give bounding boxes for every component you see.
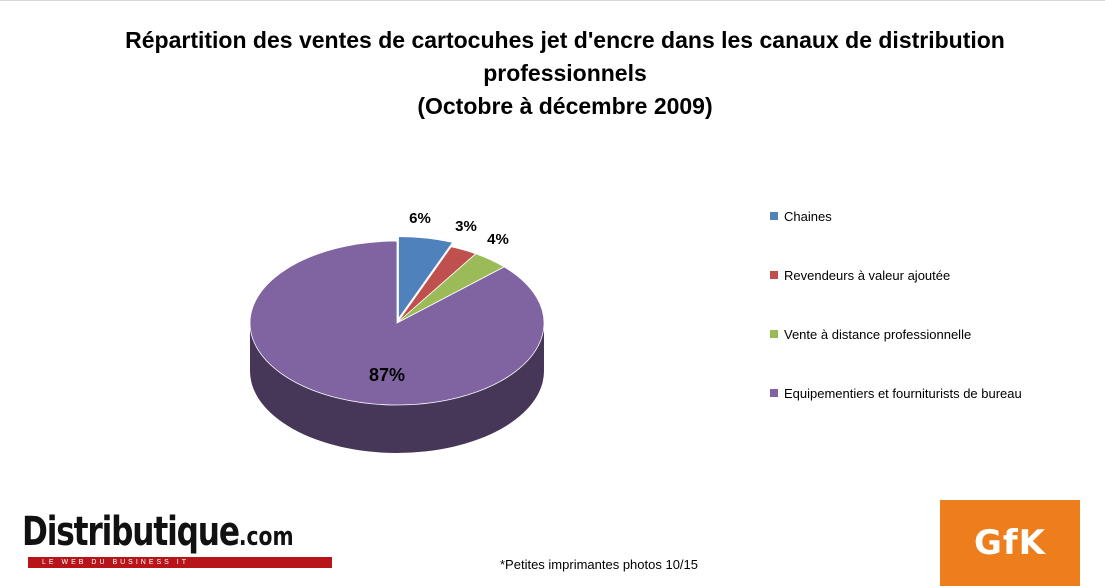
- distributique-logo: Distributique.com LE WEB DU BUSINESS IT: [22, 510, 340, 572]
- legend-label-1: Revendeurs à valeur ajoutée: [784, 267, 951, 283]
- footnote: *Petites imprimantes photos 10/15: [500, 557, 698, 572]
- legend-label-0: Chaines: [784, 208, 832, 224]
- pie-side-3: [250, 323, 544, 453]
- legend-swatch-3: [770, 389, 778, 397]
- legend-item-0: Chaines: [770, 208, 832, 224]
- data-label-2: 4%: [487, 231, 509, 248]
- legend-label-2: Vente à distance professionnelle: [784, 326, 972, 342]
- chart-title-line-2: professionnels: [483, 60, 647, 86]
- legend-label-3: Equipementiers et fourniturists de burea…: [784, 385, 1022, 401]
- data-label-0: 6%: [409, 210, 431, 227]
- pie-slice-0: [398, 236, 454, 320]
- top-border: [0, 0, 1105, 1]
- legend-item-1: Revendeurs à valeur ajoutée: [770, 267, 950, 283]
- data-label-1: 3%: [455, 218, 477, 235]
- pie-slice-3: [249, 240, 545, 406]
- chart-title-line-3: (Octobre à décembre 2009): [417, 93, 713, 119]
- legend-swatch-1: [770, 271, 778, 279]
- chart-title: Répartition des ventes de cartocuhes jet…: [60, 24, 1070, 123]
- legend-swatch-2: [770, 330, 778, 338]
- chart-title-line-1: Répartition des ventes de cartocuhes jet…: [125, 27, 1005, 53]
- legend-item-3: Equipementiers et fourniturists de burea…: [770, 385, 1022, 401]
- legend-item-2: Vente à distance professionnelle: [770, 326, 971, 342]
- gfk-logo: GfK: [940, 500, 1080, 586]
- data-label-3: 87%: [369, 365, 405, 385]
- legend-swatch-0: [770, 212, 778, 220]
